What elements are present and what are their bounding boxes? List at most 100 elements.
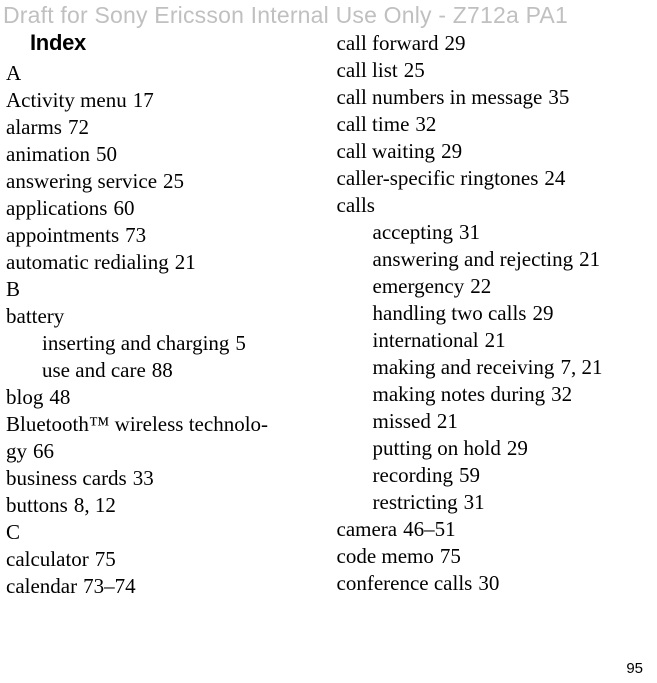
index-subentry: use and care88 (6, 357, 319, 384)
entry-label: alarms (6, 115, 62, 139)
entry-label: animation (6, 142, 90, 166)
entry-label: missed (373, 409, 431, 433)
draft-watermark: Draft for Sony Ericsson Internal Use Onl… (3, 2, 568, 29)
entry-label: calculator (6, 547, 89, 571)
index-subentry: missed21 (337, 408, 640, 435)
index-entry: gy66 (6, 438, 319, 465)
page-content: Index A Activity menu17 alarms72 animati… (6, 30, 647, 683)
entry-page: 73 (125, 223, 146, 247)
entry-label: business cards (6, 466, 127, 490)
entry-label: appointments (6, 223, 119, 247)
entry-page: 73–74 (83, 574, 136, 598)
entry-page: 24 (544, 166, 565, 190)
entry-label: applications (6, 196, 107, 220)
entry-page: 32 (415, 112, 436, 136)
entry-page: 50 (96, 142, 117, 166)
entry-label: emergency (373, 274, 465, 298)
index-entry: battery (6, 303, 319, 330)
section-letter-b: B (6, 276, 319, 303)
index-entry: call waiting29 (337, 138, 640, 165)
entry-page: 29 (532, 301, 553, 325)
entry-page: 60 (113, 196, 134, 220)
entry-label: restricting (373, 490, 458, 514)
index-subentry: putting on hold29 (337, 435, 640, 462)
entry-label: gy (6, 439, 27, 463)
entry-page: 88 (152, 358, 173, 382)
index-entry: buttons8, 12 (6, 492, 319, 519)
entry-page: 22 (470, 274, 491, 298)
right-column: call forward29 call list25 call numbers … (327, 30, 648, 683)
entry-page: 32 (551, 382, 572, 406)
entry-label: Activity menu (6, 88, 127, 112)
index-entry: automatic redialing21 (6, 249, 319, 276)
index-entry: camera46–51 (337, 516, 640, 543)
section-letter-c: C (6, 519, 319, 546)
entry-page: 31 (459, 220, 480, 244)
entry-page: 48 (49, 385, 70, 409)
index-entry: appointments73 (6, 222, 319, 249)
section-letter-a: A (6, 60, 319, 87)
index-entry: call list25 (337, 57, 640, 84)
entry-label: calendar (6, 574, 77, 598)
index-entry: call time32 (337, 111, 640, 138)
entry-page: 46–51 (403, 517, 456, 541)
index-entry: call forward29 (337, 30, 640, 57)
entry-page: 30 (478, 571, 499, 595)
index-subentry: making notes during32 (337, 381, 640, 408)
index-entry: answering service25 (6, 168, 319, 195)
index-entry: applications60 (6, 195, 319, 222)
entry-label: call list (337, 58, 398, 82)
entry-page: 75 (95, 547, 116, 571)
index-entry: call numbers in message35 (337, 84, 640, 111)
entry-page: 21 (437, 409, 458, 433)
index-entry: calculator75 (6, 546, 319, 573)
entry-page: 29 (507, 436, 528, 460)
entry-page: 33 (133, 466, 154, 490)
index-entry: animation50 (6, 141, 319, 168)
index-entry: conference calls30 (337, 570, 640, 597)
entry-page: 72 (68, 115, 89, 139)
index-subentry: recording59 (337, 462, 640, 489)
entry-page: 66 (33, 439, 54, 463)
entry-page: 17 (133, 88, 154, 112)
entry-page: 21 (579, 247, 600, 271)
entry-page: 8, 12 (74, 493, 116, 517)
entry-label: making notes during (373, 382, 546, 406)
entry-page: 35 (548, 85, 569, 109)
entry-label: inserting and charging (42, 331, 229, 355)
index-entry: blog48 (6, 384, 319, 411)
entry-label: camera (337, 517, 398, 541)
index-subentry: inserting and charging5 (6, 330, 319, 357)
entry-label: automatic redialing (6, 250, 169, 274)
entry-label: making and receiving (373, 355, 555, 379)
entry-label: international (373, 328, 479, 352)
entry-label: conference calls (337, 571, 473, 595)
index-subentry: making and receiving7, 21 (337, 354, 640, 381)
index-subentry: international21 (337, 327, 640, 354)
entry-label: call waiting (337, 139, 436, 163)
entry-page: 21 (175, 250, 196, 274)
index-subentry: restricting31 (337, 489, 640, 516)
entry-label: call time (337, 112, 410, 136)
entry-label: call forward (337, 31, 439, 55)
entry-label: blog (6, 385, 43, 409)
entry-label: call numbers in message (337, 85, 543, 109)
entry-page: 59 (459, 463, 480, 487)
index-entry: alarms72 (6, 114, 319, 141)
index-entry: Bluetooth™ wireless technolo- (6, 411, 319, 438)
index-subentry: answering and rejecting21 (337, 246, 640, 273)
index-subentry: handling two calls29 (337, 300, 640, 327)
entry-label: accepting (373, 220, 453, 244)
entry-label: recording (373, 463, 453, 487)
entry-label: putting on hold (373, 436, 501, 460)
page-number: 95 (626, 660, 643, 677)
entry-page: 21 (485, 328, 506, 352)
index-subentry: accepting31 (337, 219, 640, 246)
entry-label: buttons (6, 493, 68, 517)
entry-page: 7, 21 (560, 355, 602, 379)
entry-label: answering and rejecting (373, 247, 574, 271)
index-entry: calendar73–74 (6, 573, 319, 600)
entry-page: 25 (404, 58, 425, 82)
entry-page: 29 (441, 139, 462, 163)
entry-label: use and care (42, 358, 146, 382)
